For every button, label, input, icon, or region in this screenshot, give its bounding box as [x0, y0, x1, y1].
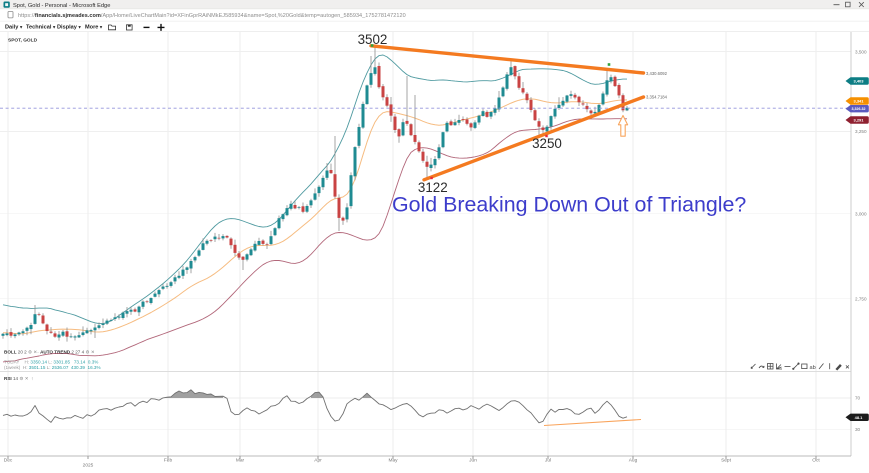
svg-text:May: May [388, 458, 398, 464]
svg-text:3,250: 3,250 [855, 129, 867, 134]
svg-text:Aug: Aug [629, 458, 638, 464]
svg-text:Display ▾: Display ▾ [57, 24, 81, 30]
svg-text:30: 30 [855, 427, 861, 432]
svg-text:https://financials.sjmeades.co: https://financials.sjmeades.com/App/Home… [18, 13, 406, 19]
svg-text:BOLL 20 2 ⚙ ✕· AUTO TREND 2 27: BOLL 20 2 ⚙ ✕· AUTO TREND 2 27 4 ⚙ ✕ [4, 350, 95, 355]
svg-text:SPOT, GOLD: SPOT, GOLD [8, 38, 38, 44]
svg-text:TODAY H: 3350.14 L: 3301.85: TODAY H: 3350.14 L: 3301.85 73.14 0.3% [4, 359, 98, 364]
svg-text:Gold Breaking Down Out of Tria: Gold Breaking Down Out of Triangle? [392, 193, 746, 217]
svg-text:3250: 3250 [532, 136, 562, 151]
svg-text:Jun: Jun [469, 458, 477, 464]
svg-text:3,291: 3,291 [853, 118, 864, 123]
svg-text:Oct: Oct [812, 458, 820, 464]
svg-text:3,354.7184: 3,354.7184 [646, 95, 668, 100]
svg-text:Dec: Dec [4, 458, 13, 464]
svg-text:Technical ▾: Technical ▾ [26, 24, 56, 30]
svg-text:Spot, Gold - Personal - Micros: Spot, Gold - Personal - Microsoft Edge [13, 3, 110, 9]
svg-text:3,326.32: 3,326.32 [852, 107, 866, 111]
svg-text:3122: 3122 [418, 180, 448, 195]
svg-text:3,403: 3,403 [853, 79, 864, 84]
svg-text:2025: 2025 [83, 462, 94, 468]
svg-text:3502: 3502 [358, 32, 388, 47]
svg-text:3,341: 3,341 [853, 99, 864, 104]
svg-text:3,500: 3,500 [855, 49, 867, 54]
svg-text:Mar: Mar [236, 458, 245, 464]
svg-text:Feb: Feb [164, 458, 173, 464]
svg-text:Apr: Apr [314, 458, 322, 464]
svg-text:70: 70 [855, 396, 861, 401]
svg-text:Daily ▾: Daily ▾ [5, 24, 23, 30]
svg-text:2,750: 2,750 [855, 297, 867, 302]
svg-text:Sept: Sept [721, 458, 732, 464]
svg-text:Jul: Jul [545, 458, 551, 464]
svg-text:(1week) H: 3501.15 L: 2536.07: (1week) H: 3501.15 L: 2536.07 430.39 16.… [4, 365, 101, 370]
svg-text:3,430.6092: 3,430.6092 [646, 71, 668, 76]
svg-text:More ▾: More ▾ [85, 24, 103, 30]
svg-text:3,000: 3,000 [855, 211, 867, 216]
svg-text:ab: ab [810, 365, 816, 371]
svg-text:RSI 14 ⚙ ✕ ↑: RSI 14 ⚙ ✕ ↑ [4, 376, 33, 381]
svg-text:48.1: 48.1 [855, 415, 864, 420]
